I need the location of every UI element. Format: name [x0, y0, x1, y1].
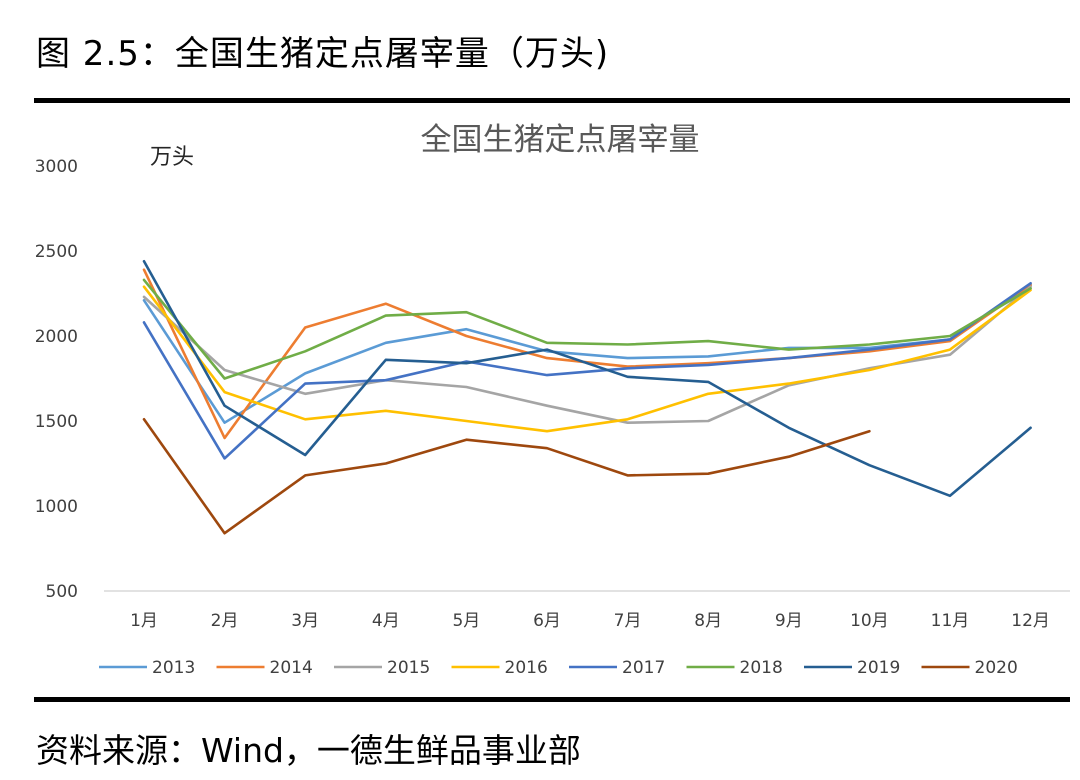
chart-title: 全国生猪定点屠宰量: [421, 122, 700, 158]
legend-label-2016: 2016: [505, 658, 548, 678]
x-tick-label: 3月: [291, 611, 319, 631]
legend-label-2015: 2015: [387, 658, 430, 678]
x-tick-label: 7月: [614, 611, 642, 631]
y-tick-label: 1500: [35, 412, 78, 432]
y-tick-label: 500: [46, 582, 78, 602]
y-tick-label: 1000: [35, 497, 78, 517]
y-unit-label: 万头: [150, 145, 194, 170]
legend-label-2014: 2014: [270, 658, 313, 678]
line-chart: 全国生猪定点屠宰量 万头 3000 2500 2000 1500 1000 500 1月 2…: [35, 122, 1070, 678]
series-lines: [142, 259, 1032, 535]
series-line-2016: [142, 285, 1032, 433]
x-tick-label: 12月: [1011, 611, 1050, 631]
x-tick-label: 9月: [775, 611, 803, 631]
x-tick-label: 6月: [533, 611, 561, 631]
x-tick-label: 2月: [211, 611, 239, 631]
series-line-2019: [142, 259, 1032, 498]
source-note: 资料来源：Wind，一德生鲜品事业部: [36, 731, 581, 770]
x-tick-label: 11月: [931, 611, 970, 631]
legend-label-2013: 2013: [152, 658, 195, 678]
legend-label-2019: 2019: [857, 658, 900, 678]
top-rule: [34, 98, 1070, 103]
series-line-2013: [142, 283, 1032, 425]
x-tick-label: 8月: [694, 611, 722, 631]
legend-label-2020: 2020: [975, 658, 1018, 678]
y-tick-label: 3000: [35, 157, 78, 177]
bottom-rule: [34, 697, 1070, 702]
x-tick-label: 1月: [130, 611, 158, 631]
figure-title: 图 2.5：全国生猪定点屠宰量（万头): [36, 34, 610, 74]
x-tick-label: 4月: [372, 611, 400, 631]
y-tick-label: 2500: [35, 242, 78, 262]
series-line-2017: [142, 282, 1032, 460]
series-line-2018: [142, 278, 1032, 380]
legend-label-2018: 2018: [740, 658, 783, 678]
x-tick-label: 5月: [452, 611, 480, 631]
series-line-2020: [142, 417, 871, 535]
legend: 2013 2014 2015 2016 2017 2018 2019 2020: [99, 658, 1018, 678]
x-axis-ticks: 1月 2月 3月 4月 5月 6月 7月 8月 9月 10月 11月 12月: [130, 611, 1050, 631]
legend-label-2017: 2017: [622, 658, 665, 678]
y-axis-ticks: 3000 2500 2000 1500 1000 500: [35, 157, 78, 602]
x-tick-label: 10月: [850, 611, 889, 631]
y-tick-label: 2000: [35, 327, 78, 347]
